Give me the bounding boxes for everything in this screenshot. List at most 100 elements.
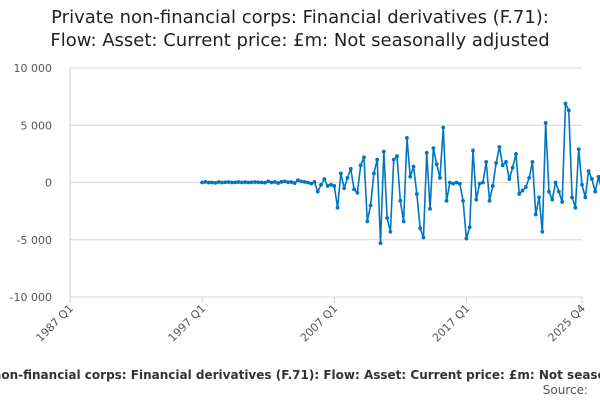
data-point — [388, 229, 393, 234]
data-point — [533, 212, 538, 217]
data-point — [236, 180, 241, 184]
data-point — [378, 241, 383, 246]
x-tick-label: 2007 Q1 — [298, 302, 341, 345]
data-point — [203, 180, 208, 184]
series — [200, 101, 600, 246]
legend-label: Private non-financial corps: Financial d… — [0, 368, 600, 382]
data-point — [596, 174, 600, 179]
data-point — [213, 180, 218, 185]
data-point — [216, 180, 221, 184]
data-point — [286, 180, 290, 185]
series-line — [201, 102, 600, 244]
data-point — [590, 177, 594, 181]
data-point — [431, 146, 436, 151]
data-point — [200, 180, 205, 185]
data-point — [322, 177, 327, 181]
data-point — [467, 225, 472, 230]
data-point — [438, 176, 442, 180]
data-point — [210, 180, 214, 185]
data-point — [457, 181, 462, 186]
source-label: Source: — [542, 383, 588, 397]
data-point — [391, 157, 396, 162]
data-point — [329, 182, 333, 187]
data-point — [325, 184, 330, 188]
data-point — [418, 226, 423, 231]
data-point — [447, 180, 452, 185]
data-point — [474, 197, 479, 202]
y-tick-label: 5 000 — [21, 119, 53, 132]
data-point — [477, 181, 482, 186]
data-point — [365, 219, 370, 224]
data-point — [451, 181, 456, 186]
data-point — [586, 169, 591, 173]
x-tick-label: 2017 Q1 — [430, 302, 473, 345]
chart-title-line-2: Flow: Asset: Current price: £m: Not seas… — [50, 30, 550, 51]
data-point — [253, 180, 257, 184]
data-point — [487, 198, 492, 203]
data-point — [414, 192, 419, 196]
data-point — [302, 180, 307, 184]
data-point — [256, 180, 261, 185]
data-point — [315, 189, 320, 194]
data-point — [276, 181, 280, 185]
data-point — [464, 236, 469, 241]
chart-title: Private non-financial corps: Financial d… — [0, 6, 600, 52]
x-tick-label: 1997 Q1 — [166, 302, 209, 345]
data-point — [408, 174, 413, 179]
data-point — [296, 178, 300, 183]
data-point — [289, 180, 294, 184]
data-point — [282, 179, 287, 184]
data-point — [583, 195, 588, 200]
data-point — [434, 162, 439, 167]
data-point — [556, 189, 561, 194]
data-point — [576, 147, 581, 152]
data-point — [540, 229, 545, 234]
data-point — [348, 166, 353, 171]
data-point — [481, 180, 485, 185]
data-point — [332, 184, 337, 188]
data-point — [580, 182, 584, 187]
data-point — [421, 235, 426, 240]
data-point — [401, 219, 406, 224]
data-point — [441, 125, 446, 130]
data-point — [537, 195, 541, 200]
data-point — [570, 195, 574, 200]
data-point — [550, 197, 555, 202]
data-point — [385, 216, 390, 220]
data-point — [530, 159, 535, 164]
data-point — [523, 185, 528, 189]
data-point — [266, 179, 271, 184]
data-point — [514, 151, 518, 156]
data-point — [352, 187, 356, 192]
data-point — [223, 180, 228, 185]
data-point — [246, 180, 251, 185]
data-point — [312, 180, 317, 184]
data-point — [411, 164, 416, 169]
data-point — [461, 198, 465, 203]
data-point — [398, 198, 403, 203]
y-tick-label: 0 — [45, 177, 52, 190]
data-point — [444, 198, 449, 203]
data-point — [342, 186, 347, 191]
data-point — [206, 180, 211, 185]
data-point — [510, 165, 515, 170]
data-point — [484, 159, 489, 164]
y-tick-label: -5 000 — [17, 234, 52, 247]
data-point — [517, 192, 522, 196]
data-point — [305, 180, 310, 185]
data-point — [504, 159, 508, 164]
data-point — [319, 182, 323, 187]
x-tick-label: 1987 Q1 — [34, 302, 77, 345]
data-point — [428, 206, 432, 211]
data-point — [563, 101, 568, 106]
data-point — [272, 180, 277, 184]
data-point — [269, 180, 274, 185]
data-point — [259, 180, 264, 185]
data-point — [381, 149, 386, 154]
data-point — [395, 154, 399, 159]
data-point — [243, 180, 247, 185]
data-point — [292, 181, 297, 185]
data-point — [500, 163, 505, 168]
data-point — [507, 177, 512, 181]
